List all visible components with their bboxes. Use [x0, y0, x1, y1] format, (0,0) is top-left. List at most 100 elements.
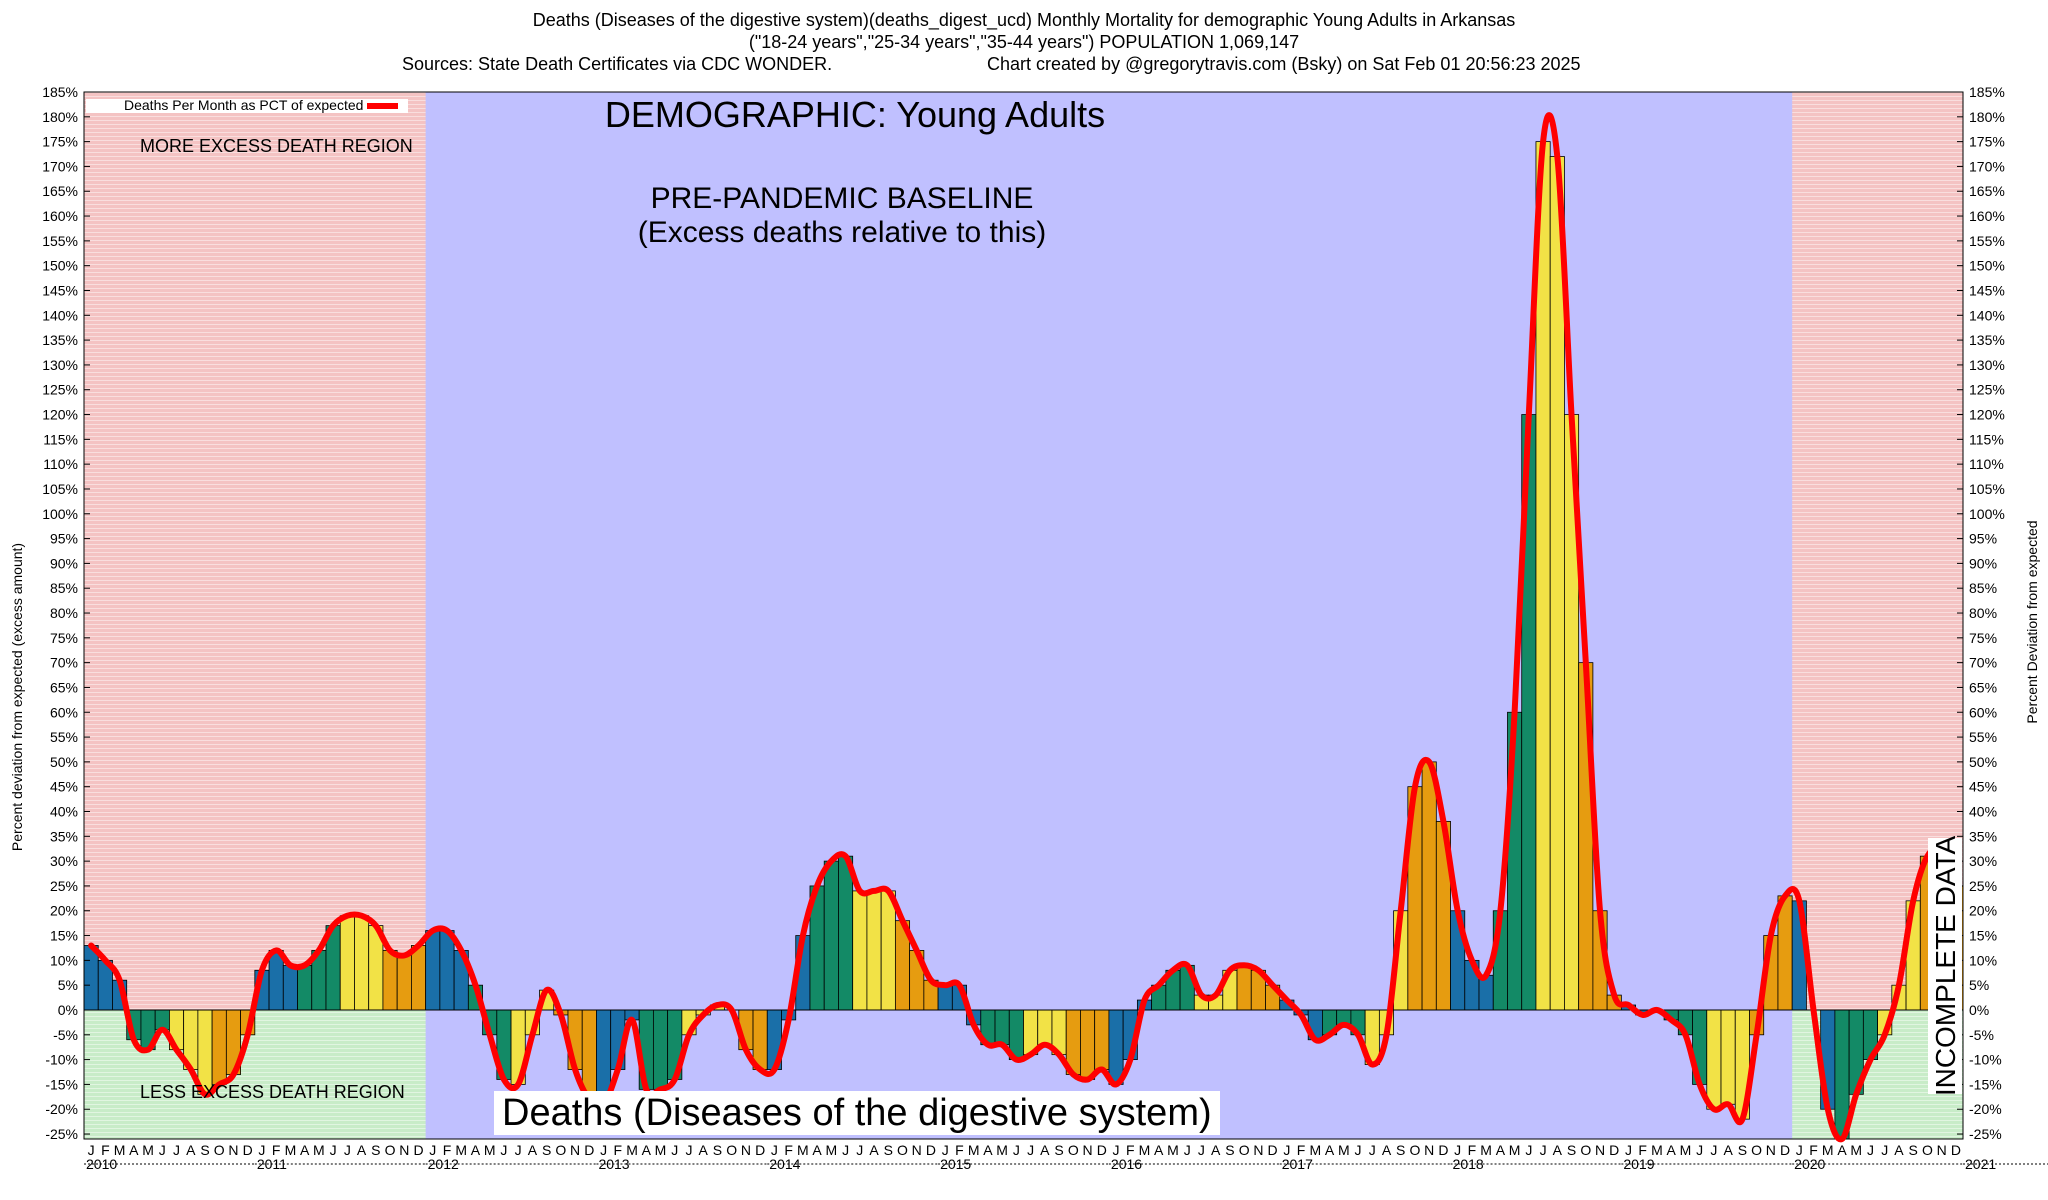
- y-tick-label-left: -5%: [53, 1027, 78, 1043]
- y-tick-label-left: 175%: [42, 134, 78, 150]
- y-tick-label-left: 180%: [42, 109, 78, 125]
- axes: -25% -25% -20% -20% -15% -15% -10% -10% -5% -5% 0%…: [42, 84, 2048, 1172]
- month-tick-label: M: [1167, 1142, 1179, 1158]
- month-tick-label: D: [1951, 1142, 1961, 1158]
- y-tick-label-right: 110%: [1969, 456, 2004, 472]
- month-tick-label: D: [926, 1142, 936, 1158]
- y-tick-label-left: 110%: [43, 456, 78, 472]
- series-line: [88, 112, 1959, 1143]
- y-tick-label-right: 130%: [1969, 357, 2005, 373]
- baseline-label-1: PRE-PANDEMIC BASELINE: [651, 182, 1034, 215]
- bar: [297, 964, 313, 1011]
- y-tick-label-left: 95%: [50, 531, 78, 547]
- month-tick-label: D: [1097, 1142, 1107, 1158]
- y-tick-label-left: 130%: [42, 357, 78, 373]
- y-tick-label-right: 50%: [1969, 754, 1997, 770]
- month-tick-label: O: [555, 1142, 566, 1158]
- month-tick-label: J: [842, 1142, 849, 1158]
- month-tick-label: A: [1496, 1142, 1506, 1158]
- y-tick-label-left: 165%: [42, 183, 78, 199]
- year-tick-label: 2014: [769, 1156, 800, 1172]
- bar: [652, 1009, 669, 1090]
- bar: [282, 964, 298, 1011]
- bar: [852, 890, 868, 1011]
- baseline-label-2: (Excess deaths relative to this): [638, 216, 1047, 249]
- y-tick-label-left: -20%: [45, 1101, 78, 1117]
- y-tick-label-right: 175%: [1969, 134, 2005, 150]
- month-tick-label: D: [1780, 1142, 1790, 1158]
- month-tick-label: S: [1738, 1142, 1747, 1158]
- month-tick-label: M: [797, 1142, 809, 1158]
- month-tick-label: D: [413, 1142, 423, 1158]
- y-tick-label-left: 45%: [50, 779, 78, 795]
- month-tick-label: O: [1410, 1142, 1421, 1158]
- month-tick-label: A: [812, 1142, 822, 1158]
- y-tick-label-left: 55%: [50, 729, 78, 745]
- y-tick-label-left: 10%: [50, 952, 78, 968]
- y-axis-label-left: Percent deviation from expected (excess …: [9, 543, 25, 851]
- month-tick-label: M: [655, 1142, 667, 1158]
- month-tick-label: S: [1909, 1142, 1918, 1158]
- month-tick-label: J: [1796, 1142, 1803, 1158]
- month-tick-label: S: [371, 1142, 380, 1158]
- year-tick-label: 2020: [1794, 1156, 1825, 1172]
- chart-subtitle: ("18-24 years","25-34 years","35-44 year…: [748, 32, 1300, 52]
- month-tick-label: J: [671, 1142, 678, 1158]
- y-tick-label-left: 0%: [58, 1002, 78, 1018]
- month-tick-label: J: [1540, 1142, 1547, 1158]
- month-tick-label: O: [726, 1142, 737, 1158]
- month-tick-label: J: [1454, 1142, 1461, 1158]
- bar: [396, 955, 412, 1011]
- demographic-label: DEMOGRAPHIC: Young Adults: [605, 94, 1105, 135]
- bar: [838, 855, 854, 1011]
- y-tick-label-right: 40%: [1969, 804, 1997, 820]
- y-tick-label-right: 30%: [1969, 853, 1997, 869]
- month-tick-label: N: [912, 1142, 922, 1158]
- y-tick-label-right: 180%: [1969, 109, 2005, 125]
- annotations: Deaths Per Month as PCT of expected MORE…: [9, 94, 2040, 1102]
- month-tick-label: J: [1696, 1142, 1703, 1158]
- month-tick-label: O: [897, 1142, 908, 1158]
- bar: [411, 945, 427, 1011]
- y-tick-label-right: 45%: [1969, 779, 1997, 795]
- y-tick-label-left: 125%: [42, 382, 78, 398]
- y-tick-label-left: 30%: [50, 853, 78, 869]
- bar: [1777, 895, 1793, 1011]
- month-tick-label: M: [285, 1142, 297, 1158]
- y-tick-label-left: 160%: [42, 208, 78, 224]
- month-tick-label: A: [1382, 1142, 1392, 1158]
- month-tick-label: J: [942, 1142, 949, 1158]
- y-tick-label-right: 80%: [1969, 605, 1997, 621]
- month-tick-label: F: [272, 1142, 281, 1158]
- y-tick-label-left: 25%: [50, 878, 78, 894]
- y-tick-label-left: 20%: [50, 903, 78, 919]
- month-tick-label: F: [1638, 1142, 1647, 1158]
- month-tick-label: J: [173, 1142, 180, 1158]
- year-tick-label: 2015: [940, 1156, 971, 1172]
- month-tick-label: S: [1225, 1142, 1234, 1158]
- month-tick-label: J: [1881, 1142, 1888, 1158]
- y-tick-label-left: 185%: [42, 84, 78, 100]
- bar: [1094, 1009, 1110, 1070]
- month-tick-label: D: [755, 1142, 765, 1158]
- y-tick-label-left: 85%: [50, 580, 78, 596]
- y-tick-label-right: 60%: [1969, 704, 1997, 720]
- month-tick-label: J: [344, 1142, 351, 1158]
- bar: [866, 890, 882, 1011]
- month-tick-label: A: [699, 1142, 709, 1158]
- y-tick-label-right: 125%: [1969, 382, 2005, 398]
- month-tick-label: M: [996, 1142, 1008, 1158]
- month-tick-label: M: [1509, 1142, 1521, 1158]
- month-tick-label: J: [159, 1142, 166, 1158]
- year-tick-label: 2018: [1453, 1156, 1484, 1172]
- month-tick-label: A: [1040, 1142, 1050, 1158]
- y-tick-label-right: 75%: [1969, 630, 1997, 646]
- month-tick-label: O: [1580, 1142, 1591, 1158]
- month-tick-label: N: [1082, 1142, 1092, 1158]
- year-tick-label: 2016: [1111, 1156, 1142, 1172]
- y-tick-label-left: 50%: [50, 754, 78, 770]
- y-tick-label-right: 115%: [1969, 431, 2004, 447]
- y-tick-label-left: 100%: [42, 506, 78, 522]
- year-tick-label: 2019: [1623, 1156, 1654, 1172]
- y-tick-label-left: -10%: [45, 1052, 78, 1068]
